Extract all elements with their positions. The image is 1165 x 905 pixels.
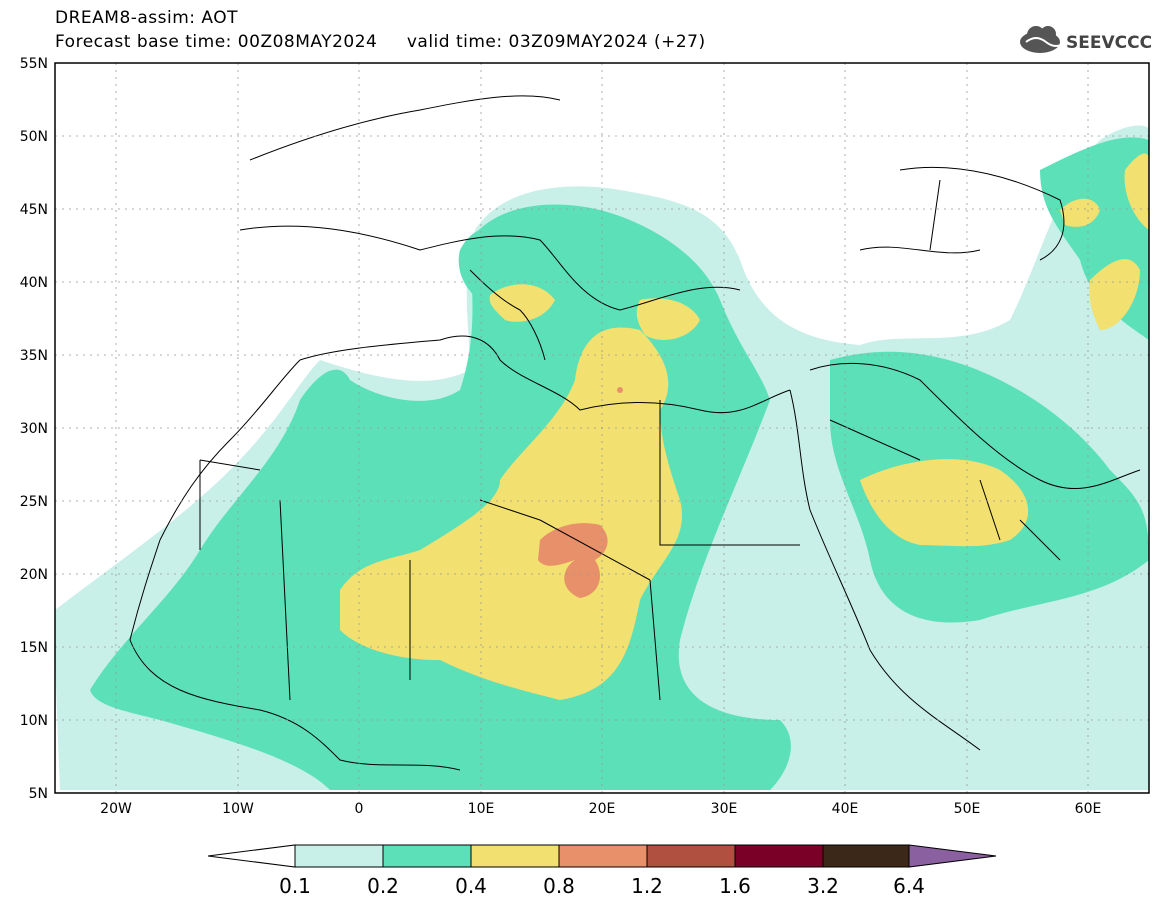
lon-tick-label: 10E — [468, 801, 495, 817]
lat-tick-label: 40N — [20, 275, 48, 291]
lat-tick-label: 50N — [20, 129, 48, 145]
lon-tick-label: 60E — [1075, 801, 1102, 817]
aot-band-0.8 — [538, 387, 623, 598]
lat-tick-label: 55N — [20, 56, 48, 72]
aot-band-0.4 — [340, 153, 1149, 700]
lon-tick-label: 40E — [832, 801, 859, 817]
lat-tick-label: 45N — [20, 202, 48, 218]
logo-text: SEEVCCC — [1066, 33, 1152, 53]
lon-tick-label: 30E — [711, 801, 738, 817]
forecast-times: Forecast base time: 00Z08MAY2024 valid t… — [55, 32, 706, 52]
lat-tick-label: 25N — [20, 494, 48, 510]
lon-tick-label: 10W — [222, 801, 254, 817]
coastlines — [129, 95, 1141, 771]
lon-tick-label: 20W — [100, 801, 132, 817]
lon-axis: 20W 10W 0 10E 20E 30E 40E 50E 60E — [100, 801, 1101, 817]
graticule — [55, 63, 1149, 793]
cloud-icon — [1020, 26, 1067, 53]
lon-tick-label: 0 — [355, 801, 364, 817]
lat-axis: 55N 50N 45N 40N 35N 30N 25N 20N 15N 10N … — [20, 56, 48, 802]
lat-tick-label: 30N — [20, 421, 48, 437]
lon-tick-label: 50E — [954, 801, 981, 817]
lat-tick-label: 15N — [20, 640, 48, 656]
lat-tick-label: 35N — [20, 348, 48, 364]
seevccc-logo: SEEVCCC — [1020, 26, 1152, 53]
lat-tick-label: 20N — [20, 567, 48, 583]
lat-tick-label: 5N — [29, 786, 48, 802]
map-title: DREAM8-assim: AOT — [55, 8, 239, 28]
lon-tick-label: 20E — [589, 801, 616, 817]
map-frame — [54, 62, 1150, 794]
lat-tick-label: 10N — [20, 713, 48, 729]
